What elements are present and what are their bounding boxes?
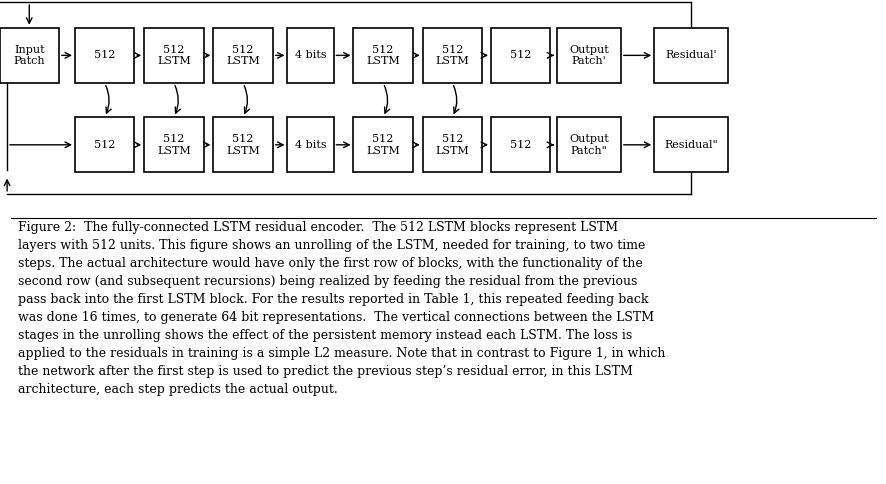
Bar xyxy=(353,117,412,172)
Text: 512: 512 xyxy=(94,50,115,60)
Bar xyxy=(491,117,550,172)
Bar xyxy=(423,28,482,83)
Text: 512
LSTM: 512 LSTM xyxy=(157,45,190,66)
Text: Figure 2:  The fully-connected LSTM residual encoder.  The 512 LSTM blocks repre: Figure 2: The fully-connected LSTM resid… xyxy=(18,221,664,396)
Bar xyxy=(74,28,135,83)
Bar xyxy=(144,28,204,83)
Bar xyxy=(214,28,273,83)
Text: Residual': Residual' xyxy=(664,50,716,60)
Text: 512
LSTM: 512 LSTM xyxy=(435,134,469,156)
Text: 4 bits: 4 bits xyxy=(294,140,326,150)
Text: 512
LSTM: 512 LSTM xyxy=(366,134,400,156)
Bar xyxy=(491,28,550,83)
Text: Output
Patch': Output Patch' xyxy=(569,45,608,66)
Bar xyxy=(423,117,482,172)
Bar xyxy=(556,28,620,83)
Text: 512
LSTM: 512 LSTM xyxy=(157,134,190,156)
Text: 512
LSTM: 512 LSTM xyxy=(366,45,400,66)
Bar xyxy=(74,117,135,172)
Bar xyxy=(144,117,204,172)
Text: 512
LSTM: 512 LSTM xyxy=(226,45,260,66)
Text: 512: 512 xyxy=(509,140,531,150)
Bar xyxy=(556,117,620,172)
Bar xyxy=(287,117,333,172)
Bar xyxy=(654,28,727,83)
Text: 512
LSTM: 512 LSTM xyxy=(435,45,469,66)
Text: 512
LSTM: 512 LSTM xyxy=(226,134,260,156)
Bar xyxy=(353,28,412,83)
Text: 4 bits: 4 bits xyxy=(294,50,326,60)
Bar xyxy=(214,117,273,172)
Text: Residual": Residual" xyxy=(664,140,717,150)
Text: Input
Patch: Input Patch xyxy=(13,45,45,66)
Bar xyxy=(0,28,58,83)
Text: 512: 512 xyxy=(509,50,531,60)
Bar xyxy=(654,117,727,172)
Text: Output
Patch": Output Patch" xyxy=(569,134,608,156)
Bar xyxy=(287,28,333,83)
Text: 512: 512 xyxy=(94,140,115,150)
